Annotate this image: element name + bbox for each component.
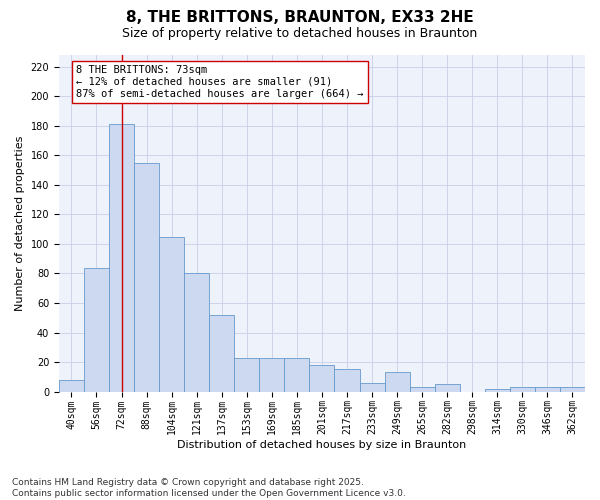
- Text: Size of property relative to detached houses in Braunton: Size of property relative to detached ho…: [122, 28, 478, 40]
- Bar: [334, 370, 359, 392]
- Bar: [310, 365, 334, 392]
- Bar: [510, 387, 535, 392]
- Bar: [284, 358, 310, 392]
- Bar: [234, 358, 259, 392]
- Bar: [134, 163, 159, 392]
- Bar: [184, 274, 209, 392]
- Bar: [259, 358, 284, 392]
- Bar: [410, 387, 434, 392]
- Text: 8 THE BRITTONS: 73sqm
← 12% of detached houses are smaller (91)
87% of semi-deta: 8 THE BRITTONS: 73sqm ← 12% of detached …: [76, 66, 364, 98]
- Bar: [84, 268, 109, 392]
- Text: Contains HM Land Registry data © Crown copyright and database right 2025.
Contai: Contains HM Land Registry data © Crown c…: [12, 478, 406, 498]
- Bar: [560, 387, 585, 392]
- Bar: [485, 388, 510, 392]
- Bar: [159, 236, 184, 392]
- Text: 8, THE BRITTONS, BRAUNTON, EX33 2HE: 8, THE BRITTONS, BRAUNTON, EX33 2HE: [126, 10, 474, 25]
- Y-axis label: Number of detached properties: Number of detached properties: [15, 136, 25, 311]
- Bar: [385, 372, 410, 392]
- Bar: [434, 384, 460, 392]
- Bar: [59, 380, 84, 392]
- Bar: [109, 124, 134, 392]
- Bar: [209, 315, 234, 392]
- Bar: [535, 387, 560, 392]
- X-axis label: Distribution of detached houses by size in Braunton: Distribution of detached houses by size …: [178, 440, 467, 450]
- Bar: [359, 382, 385, 392]
